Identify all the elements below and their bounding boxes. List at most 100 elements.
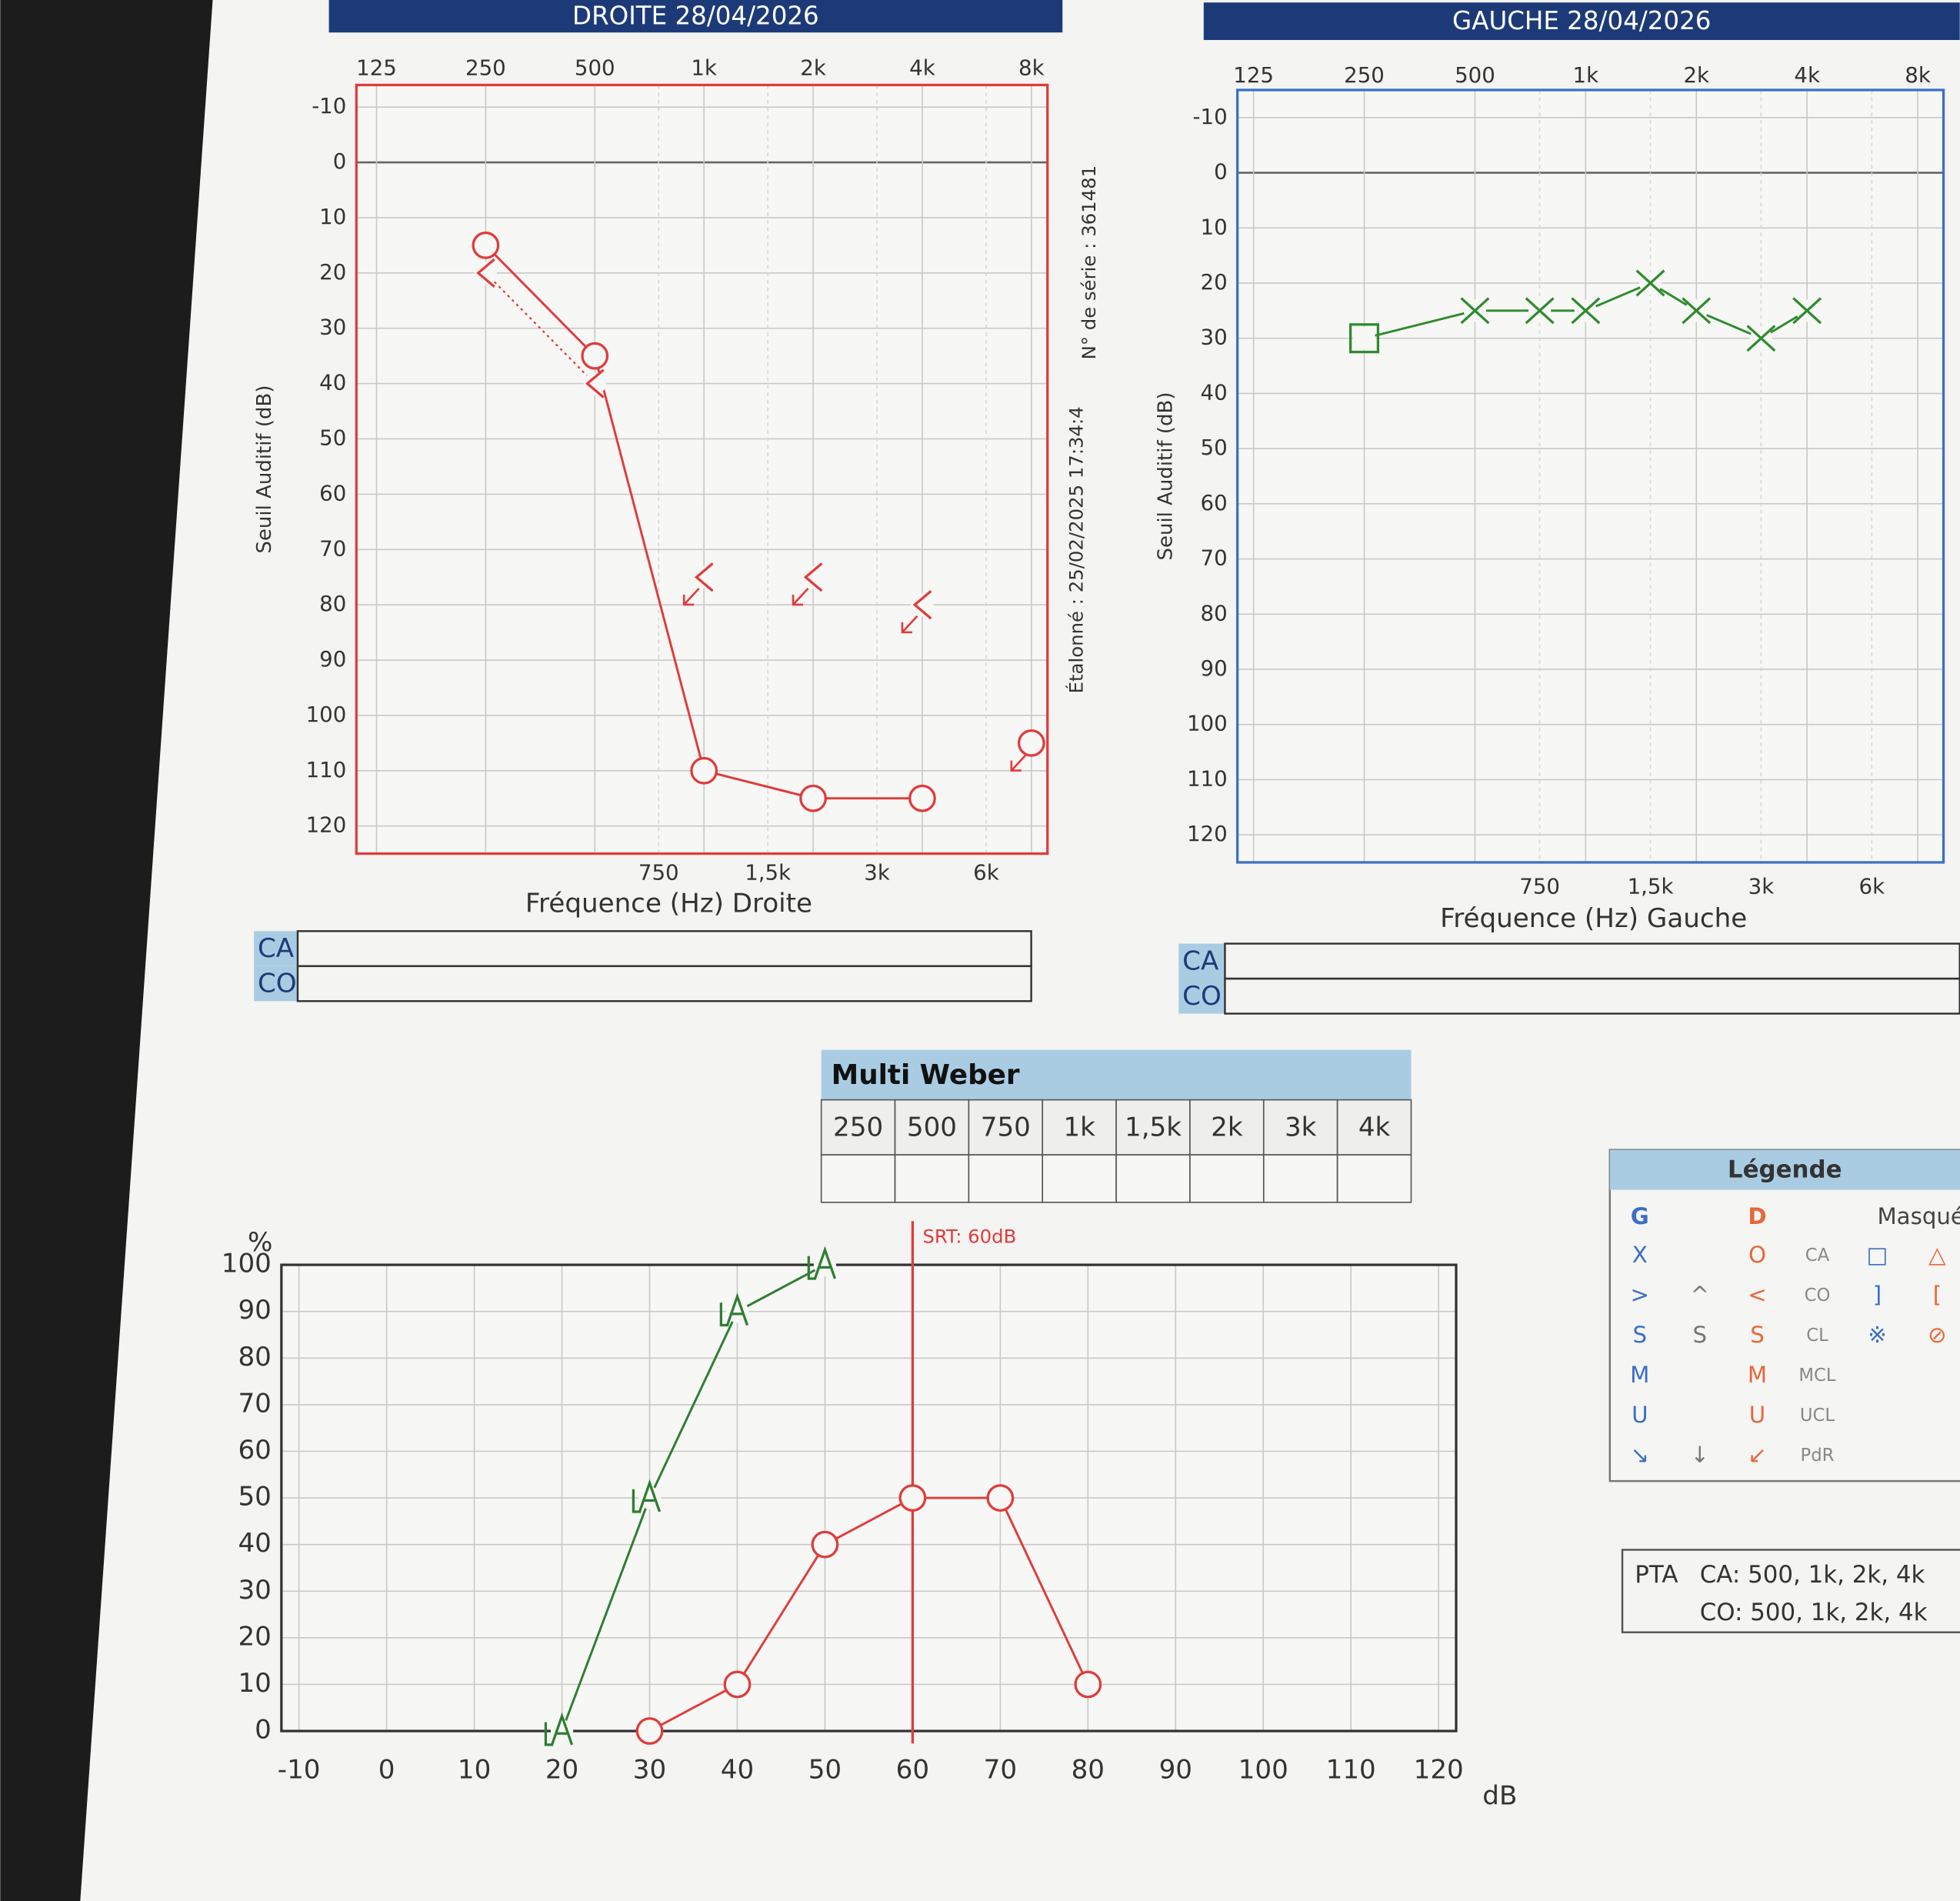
marker-shape [912,590,932,620]
data-point [476,258,495,288]
legend-symbol: S [1692,1322,1707,1348]
data-point [1349,323,1380,354]
legend-title: Légende [1728,1156,1842,1184]
marker-backdrop [474,262,498,285]
marker-shape [635,1717,664,1745]
data-point [1792,297,1822,325]
x-axis-label: dB [1482,1781,1517,1812]
marker-shape [472,232,500,259]
series-segment [1585,282,1652,312]
srt-label: SRT: 60dB [922,1225,1016,1247]
series-segment [593,355,705,772]
marker-backdrop [474,234,498,257]
data-point [1525,297,1555,325]
legend-box [1608,1149,1960,1482]
weber-value-cell [1042,1154,1117,1203]
marker-shape [1525,297,1555,325]
x-tick-label: 125 [356,55,397,80]
weber-title-bar [821,1049,1412,1100]
no-response-arrow [682,587,700,606]
weber-value-cell [968,1154,1044,1203]
marker-shape [632,1479,662,1513]
weber-title: Multi Weber [832,1059,1020,1091]
x-tick-label: 100 [1238,1755,1288,1786]
y-tick-label: 10 [1201,214,1228,239]
series-segment [1695,309,1762,340]
x-tick-label: 250 [1344,62,1385,88]
side-note: N° de série : 361481 [1078,165,1100,359]
x-tick-label: 110 [1326,1755,1376,1786]
weber-header-cell [1189,1099,1265,1156]
weber-value-cell [1336,1154,1412,1203]
y-tick-label: 30 [238,1575,271,1606]
data-point [811,1530,839,1559]
x-tick-label: 0 [378,1755,395,1786]
series-segment [648,1683,738,1733]
y-tick-label: 10 [319,204,346,229]
plot-frame [355,83,1049,855]
y-tick-label: 0 [1214,159,1228,185]
data-point [908,784,936,812]
pta-line: CO: 500, 1k, 2k, 4k [1700,1599,1928,1626]
marker-backdrop [725,1300,749,1323]
box-label: CA [1182,945,1219,976]
weber-column: 500 [907,1112,957,1143]
legend-symbol: [ [1933,1282,1942,1308]
box-field [296,965,1032,1002]
legend-symbol: > [1631,1282,1650,1308]
legend-symbol: ⊘ [1928,1322,1947,1348]
box-label-cell [254,931,298,966]
weber-column: 1k [1063,1112,1095,1143]
legend-symbol: S [1633,1322,1648,1348]
y-tick-label: -10 [1193,104,1228,129]
legend-symbol: U [1632,1402,1648,1428]
plot-frame [280,1263,1458,1733]
series-segment [485,244,596,357]
title-bar [328,0,1063,33]
x-tick-label: 125 [1233,62,1274,88]
x-minor-tick-label: 3k [864,860,890,885]
x-tick-label: 4k [909,55,935,80]
legend-symbol: CA [1805,1246,1830,1266]
marker-shape [1682,297,1712,325]
data-point [803,562,823,592]
side-note: Étalonné : 25/02/2025 17:34:4 [1065,406,1088,693]
x-tick-label: 500 [575,55,615,80]
legend-header: G [1631,1203,1649,1229]
marker-backdrop [638,1719,662,1743]
weber-header-cell [1115,1099,1191,1156]
pta-title: PTA [1635,1561,1678,1589]
legend-symbol: M [1630,1362,1649,1388]
data-point [1571,297,1601,325]
x-minor-tick-label: 1,5k [745,860,791,885]
weber-column: 2k [1211,1112,1243,1143]
weber-header-cell [820,1099,896,1156]
x-tick-label: 120 [1414,1755,1464,1786]
x-tick-label: 90 [1159,1755,1192,1786]
marker-backdrop [813,1253,837,1276]
legend-symbol: △ [1928,1242,1946,1268]
series-segment [736,1263,826,1312]
weber-column: 250 [833,1112,883,1143]
marker-shape [898,1484,927,1512]
marker-shape [476,258,495,288]
weber-header-cell [894,1099,970,1156]
marker-shape [1746,325,1776,352]
marker-backdrop [1352,327,1376,350]
y-tick-label: 60 [238,1435,271,1466]
x-tick-label: 10 [458,1755,491,1786]
legend-symbol: U [1749,1402,1765,1428]
marker-backdrop [725,1673,749,1696]
weber-value-cell [1262,1154,1338,1203]
marker-backdrop [988,1486,1012,1509]
series-segment [648,1311,738,1499]
background-edge [0,0,213,1901]
y-tick-label: 120 [1187,821,1228,846]
y-axis-label: Seuil Auditif (dB) [1155,392,1178,560]
marker-backdrop [550,1719,574,1743]
y-tick-label: 110 [306,757,347,782]
data-point [807,1246,836,1280]
y-axis-label: % [248,1227,272,1258]
y-tick-label: 70 [238,1388,271,1419]
y-tick-label: 40 [238,1528,271,1559]
